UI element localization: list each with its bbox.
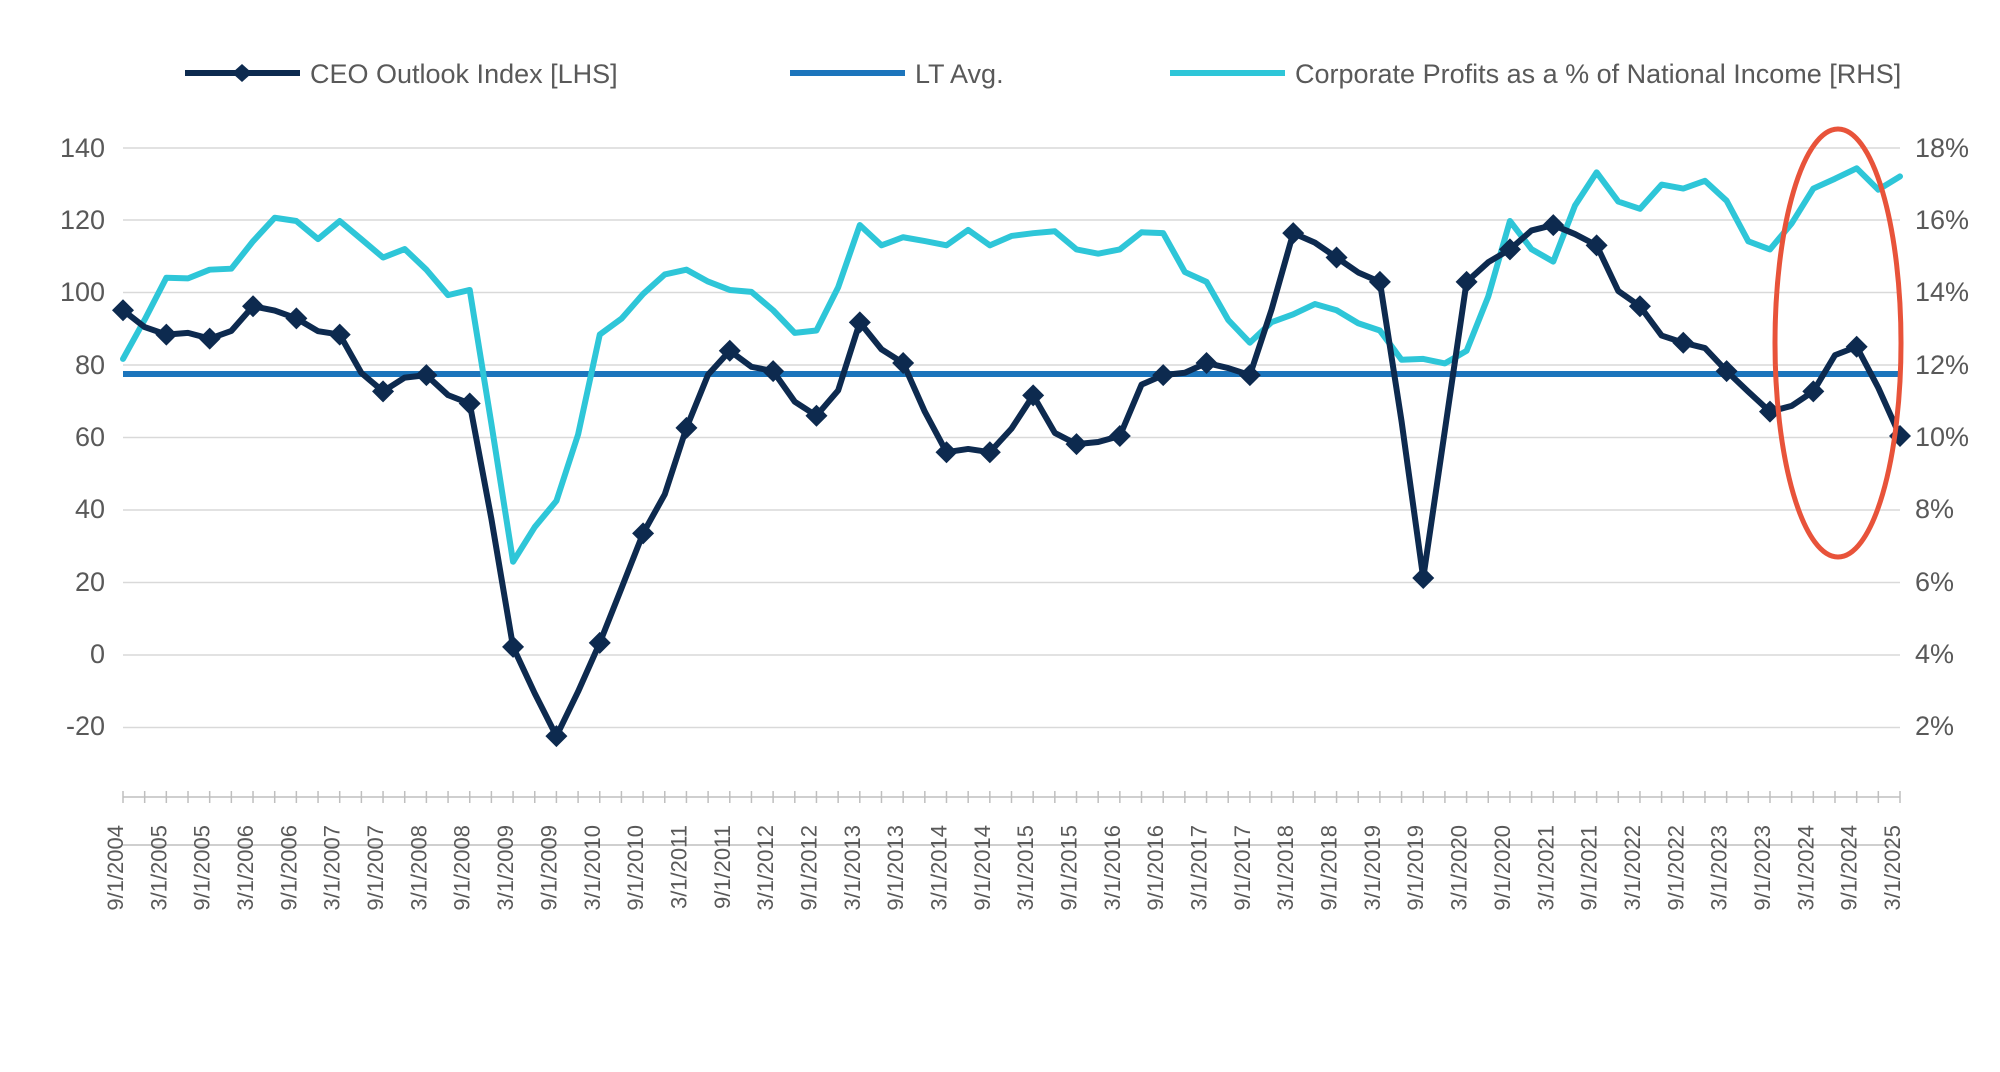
svg-text:3/1/2018: 3/1/2018 (1273, 825, 1298, 911)
svg-text:3/1/2007: 3/1/2007 (320, 825, 345, 911)
svg-text:3/1/2024: 3/1/2024 (1793, 825, 1818, 911)
svg-text:9/1/2004: 9/1/2004 (103, 825, 128, 911)
svg-text:10%: 10% (1915, 422, 1969, 452)
svg-text:9/1/2022: 9/1/2022 (1663, 825, 1688, 911)
svg-text:20: 20 (75, 567, 105, 597)
svg-text:3/1/2011: 3/1/2011 (666, 825, 691, 909)
svg-text:3/1/2013: 3/1/2013 (840, 825, 865, 911)
svg-text:CEO Outlook Index [LHS]: CEO Outlook Index [LHS] (310, 59, 618, 89)
svg-text:9/1/2005: 9/1/2005 (190, 825, 215, 911)
svg-text:140: 140 (60, 133, 105, 163)
svg-text:3/1/2022: 3/1/2022 (1620, 825, 1645, 911)
svg-text:40: 40 (75, 494, 105, 524)
svg-text:3/1/2006: 3/1/2006 (233, 825, 258, 911)
svg-text:14%: 14% (1915, 277, 1969, 307)
svg-text:9/1/2017: 9/1/2017 (1230, 825, 1255, 911)
svg-text:9/1/2009: 9/1/2009 (536, 825, 561, 911)
svg-text:3/1/2020: 3/1/2020 (1447, 825, 1472, 911)
svg-text:9/1/2024: 9/1/2024 (1837, 825, 1862, 911)
svg-text:9/1/2021: 9/1/2021 (1577, 825, 1602, 911)
svg-text:100: 100 (60, 277, 105, 307)
svg-text:LT Avg.: LT Avg. (915, 59, 1004, 89)
svg-text:3/1/2005: 3/1/2005 (146, 825, 171, 911)
svg-text:9/1/2007: 9/1/2007 (363, 825, 388, 911)
svg-text:18%: 18% (1915, 133, 1969, 163)
svg-text:0: 0 (90, 639, 105, 669)
svg-text:3/1/2009: 3/1/2009 (493, 825, 518, 911)
svg-text:9/1/2020: 9/1/2020 (1490, 825, 1515, 911)
svg-text:3/1/2010: 3/1/2010 (580, 825, 605, 911)
svg-text:9/1/2013: 9/1/2013 (883, 825, 908, 911)
svg-text:120: 120 (60, 205, 105, 235)
svg-text:3/1/2008: 3/1/2008 (406, 825, 431, 911)
svg-text:3/1/2021: 3/1/2021 (1533, 825, 1558, 911)
svg-text:3/1/2015: 3/1/2015 (1013, 825, 1038, 911)
svg-text:3/1/2023: 3/1/2023 (1707, 825, 1732, 911)
svg-text:3/1/2019: 3/1/2019 (1360, 825, 1385, 911)
svg-text:9/1/2014: 9/1/2014 (970, 825, 995, 911)
svg-text:Corporate Profits as a % of Na: Corporate Profits as a % of National Inc… (1295, 59, 1901, 89)
svg-text:16%: 16% (1915, 205, 1969, 235)
svg-text:3/1/2017: 3/1/2017 (1187, 825, 1212, 911)
svg-text:3/1/2014: 3/1/2014 (927, 825, 952, 911)
svg-text:9/1/2006: 9/1/2006 (276, 825, 301, 911)
svg-text:3/1/2025: 3/1/2025 (1880, 825, 1905, 911)
svg-text:9/1/2019: 9/1/2019 (1403, 825, 1428, 911)
svg-text:9/1/2011: 9/1/2011 (710, 825, 735, 909)
svg-text:3/1/2016: 3/1/2016 (1100, 825, 1125, 911)
svg-text:2%: 2% (1915, 711, 1954, 741)
svg-text:12%: 12% (1915, 350, 1969, 380)
svg-text:60: 60 (75, 422, 105, 452)
svg-text:9/1/2012: 9/1/2012 (797, 825, 822, 911)
svg-text:9/1/2016: 9/1/2016 (1143, 825, 1168, 911)
svg-text:9/1/2015: 9/1/2015 (1057, 825, 1082, 911)
svg-text:6%: 6% (1915, 567, 1954, 597)
svg-text:3/1/2012: 3/1/2012 (753, 825, 778, 911)
svg-text:4%: 4% (1915, 639, 1954, 669)
svg-text:8%: 8% (1915, 494, 1954, 524)
svg-text:9/1/2008: 9/1/2008 (450, 825, 475, 911)
svg-text:9/1/2018: 9/1/2018 (1317, 825, 1342, 911)
svg-text:-20: -20 (66, 711, 105, 741)
svg-text:9/1/2023: 9/1/2023 (1750, 825, 1775, 911)
svg-text:80: 80 (75, 350, 105, 380)
svg-text:9/1/2010: 9/1/2010 (623, 825, 648, 911)
